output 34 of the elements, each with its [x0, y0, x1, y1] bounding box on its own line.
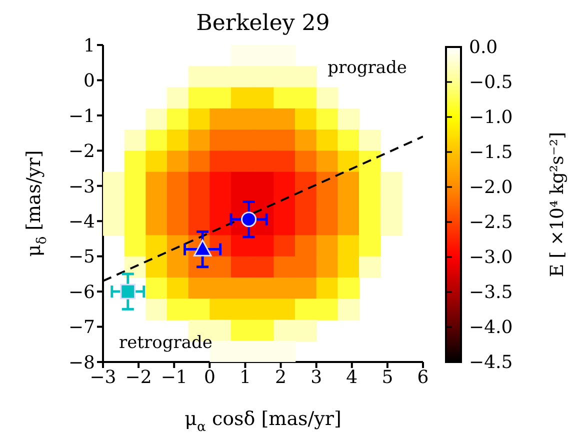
- color-bar-label: −4.5: [469, 352, 513, 373]
- y-tick-label: −7: [68, 317, 95, 338]
- x-tick-label: 3: [310, 366, 322, 388]
- x-tick-label: 2: [275, 366, 287, 388]
- y-tick-label: −8: [68, 352, 95, 374]
- x-tick-label: 6: [417, 366, 429, 388]
- color-bar-label: −0.5: [469, 72, 513, 93]
- y-tick-label: −2: [68, 141, 95, 162]
- color-bar-label: −3.0: [469, 247, 513, 268]
- y-tick-label: −6: [68, 282, 95, 303]
- x-tick-label: 0: [204, 366, 216, 388]
- annotation: prograde: [328, 58, 407, 78]
- color-bar-label: −2.0: [469, 177, 513, 198]
- color-bar-label: −4.0: [469, 317, 513, 338]
- y-tick-label: 0: [84, 70, 95, 92]
- chart-title: Berkeley 29: [196, 11, 330, 36]
- y-tick-label: −4: [68, 212, 95, 232]
- x-tick-label: 4: [346, 366, 358, 388]
- y-tick-label: −1: [68, 106, 95, 127]
- x-tick-label: −1: [160, 366, 188, 388]
- color-bar-label: −1.5: [469, 142, 513, 163]
- x-tick-label: −2: [125, 366, 152, 388]
- annotation: retrograde: [119, 333, 212, 353]
- x-tick-label: 5: [382, 366, 394, 388]
- color-bar-label: −3.5: [469, 282, 513, 303]
- y-tick-label: 1: [84, 35, 95, 56]
- y-tick-label: −3: [68, 176, 95, 198]
- color-bar-label: 0.0: [469, 37, 498, 58]
- x-tick-label: 1: [239, 366, 251, 388]
- color-bar-title: E [ ×10⁴ kg²s⁻²]: [547, 132, 568, 278]
- x-axis-title: μ$_{α}$ cosδ [mas/yr]: [184, 408, 342, 435]
- color-bar-label: −1.0: [469, 107, 513, 128]
- y-tick-label: −5: [68, 246, 95, 268]
- color-bar-label: −2.5: [469, 212, 513, 233]
